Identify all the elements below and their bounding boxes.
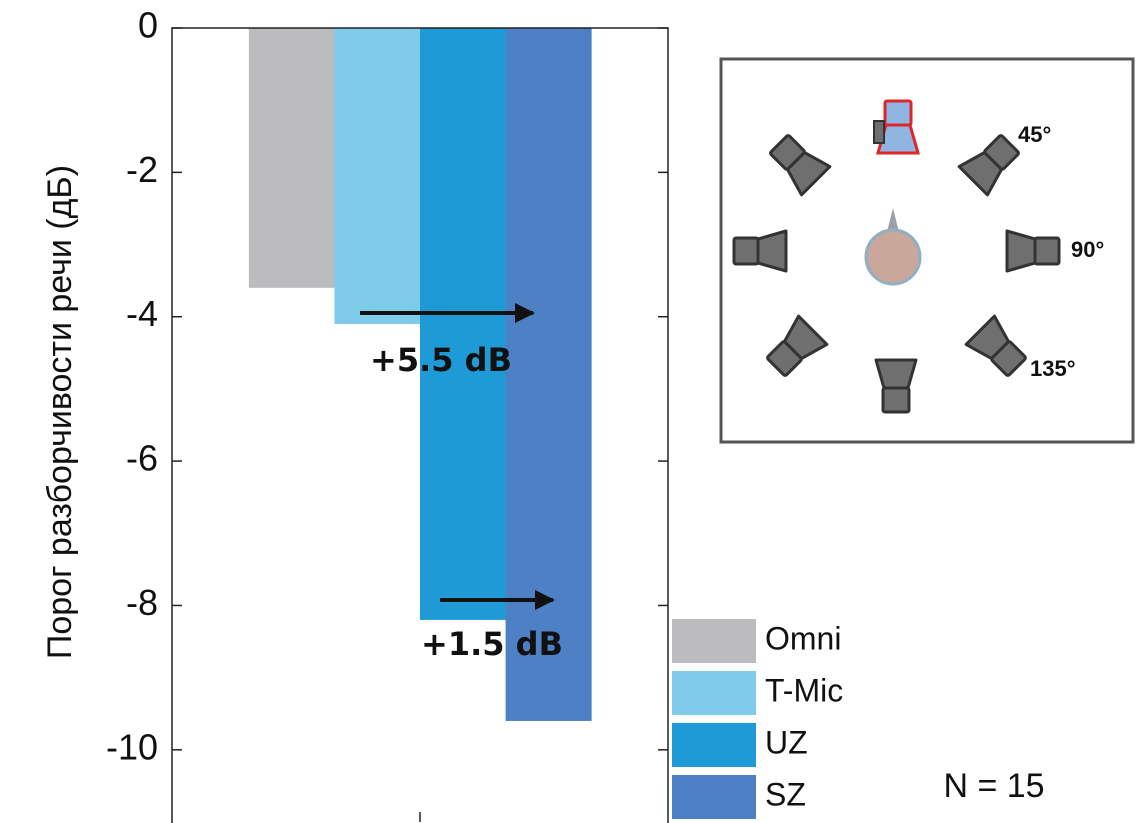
angle-label: 45° (1018, 122, 1051, 147)
y-tick-label: -6 (126, 438, 158, 479)
annotation: +5.5 dB (370, 341, 512, 379)
legend-swatch (672, 671, 756, 715)
legend-label: Omni (765, 620, 841, 656)
y-tick-label: 0 (138, 5, 158, 46)
legend: Omni T-Mic UZ SZ (672, 619, 843, 819)
bar (248, 28, 335, 288)
y-tick-label: -10 (106, 726, 158, 767)
plot-frame (171, 27, 669, 823)
angle-label: 90° (1071, 237, 1104, 262)
legend-swatch (672, 775, 756, 819)
bar (334, 28, 421, 324)
legend-label: SZ (765, 776, 806, 812)
legend-label: T-Mic (765, 672, 843, 708)
y-tick-label: -4 (126, 293, 158, 334)
inset-diagram: 45° 90° 135° (719, 57, 1135, 444)
legend-swatch (672, 723, 756, 767)
legend-label: UZ (765, 724, 808, 760)
bar (505, 28, 592, 721)
y-tick-label: -8 (126, 582, 158, 623)
legend-swatch (672, 619, 756, 663)
angle-label: 135° (1030, 356, 1076, 381)
sample-size-note: N = 15 (943, 767, 1044, 805)
annotation: +1.5 dB (421, 625, 563, 663)
y-axis-label: Порог разборчивости речи (дБ) (41, 165, 79, 659)
plot-area: 0 -2 -4 -6 -8 -10 (106, 5, 669, 823)
bar (420, 28, 507, 620)
y-tick-label: -2 (126, 149, 158, 190)
